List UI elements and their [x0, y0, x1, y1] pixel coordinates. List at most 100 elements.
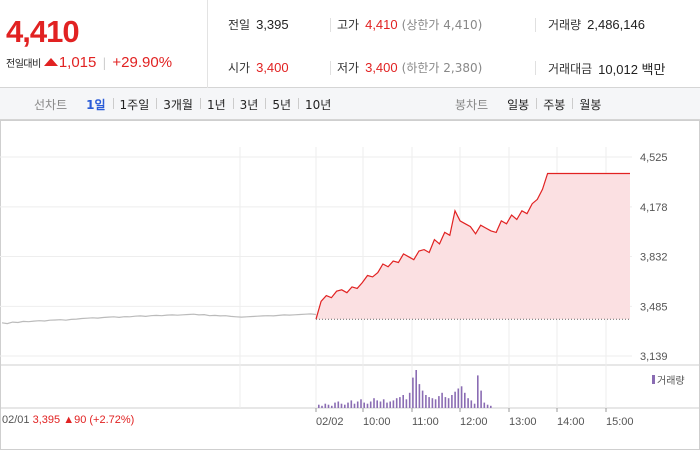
- stat-value: 3,400: [256, 60, 289, 75]
- candle-chart-tabs: 봉차트 일봉 주봉 월봉: [455, 88, 608, 120]
- x-tick-label: 13:00: [509, 416, 537, 428]
- stat-label: 시가: [228, 61, 251, 75]
- tab-daily[interactable]: 일봉: [507, 97, 530, 112]
- stat-prev-close: 전일 3,395: [228, 16, 289, 33]
- y-tick-label: 4,525: [640, 152, 668, 164]
- volume-bar: [444, 397, 447, 408]
- volume-bar: [392, 400, 395, 408]
- volume-bar: [490, 405, 492, 408]
- series-line-prev-day: [1, 313, 317, 325]
- volume-bar: [360, 399, 362, 408]
- volume-legend-swatch: [652, 375, 655, 384]
- volume-bar: [460, 386, 463, 408]
- x-tick-label: 14:00: [557, 416, 585, 428]
- series-area-today: [316, 173, 630, 320]
- volume-bar: [431, 398, 434, 408]
- divider: [535, 61, 536, 75]
- volume-bar: [418, 384, 421, 408]
- stat-label: 거래대금: [548, 62, 593, 76]
- tab-3y[interactable]: 3년: [232, 96, 266, 113]
- stock-summary: 4,410 전일대비 1,015 | +29.90% 전일 3,395 고가 4…: [0, 0, 700, 88]
- candle-chart-title: 봉차트: [455, 97, 489, 112]
- volume-bar: [473, 403, 476, 408]
- line-chart-tabs: 선차트 1일 1주일 3개월 1년 3년 5년 10년: [34, 88, 338, 120]
- stat-value: 3,395: [256, 17, 289, 32]
- prev-day-arrow-icon: ▲: [63, 414, 75, 426]
- stat-sub: (상한가 4,410): [401, 18, 483, 32]
- volume-bar: [337, 401, 340, 408]
- stat-value: 3,400: [365, 60, 398, 75]
- volume-bar: [438, 396, 440, 408]
- divider: [330, 18, 331, 32]
- volume-bar: [405, 399, 408, 408]
- y-tick-label: 3,832: [640, 252, 668, 264]
- current-price: 4,410: [6, 14, 80, 49]
- volume-bar: [428, 397, 430, 408]
- change-row: 전일대비 1,015 | +29.90%: [6, 54, 172, 71]
- prev-day-info: 02/01 3,395 ▲90 (+2.72%): [2, 414, 134, 426]
- series-line-today: [315, 172, 630, 320]
- stat-open: 시가 3,400: [228, 59, 289, 76]
- volume-bar: [382, 399, 385, 408]
- volume-bar: [441, 392, 443, 408]
- stat-label: 고가: [337, 18, 360, 32]
- tab-1y[interactable]: 1년: [199, 96, 233, 113]
- price-chart[interactable]: 4,525 4,178 3,832 3,485 3,139 02/02 10:00 11:00…: [0, 120, 700, 450]
- stat-volume: 거래량 2,486,146: [548, 16, 645, 33]
- tab-5y[interactable]: 5년: [265, 96, 298, 113]
- volume-bar: [389, 401, 391, 408]
- price-box: 4,410 전일대비 1,015 | +29.90%: [0, 0, 208, 88]
- volume-bar: [483, 402, 486, 408]
- volume-bar: [415, 370, 417, 408]
- volume-bar: [399, 397, 401, 408]
- volume-bar: [395, 398, 398, 408]
- volume-bar: [356, 401, 359, 408]
- prev-day-change: 90: [74, 414, 87, 426]
- stat-label: 거래량: [548, 18, 582, 32]
- volume-bar: [447, 398, 450, 408]
- tab-weekly[interactable]: 주봉: [536, 96, 572, 113]
- volume-bar: [421, 390, 424, 408]
- volume-bar: [477, 375, 479, 408]
- volume-bar: [457, 388, 460, 408]
- x-tick-label: 02/02: [316, 416, 344, 428]
- stat-label: 전일: [228, 18, 251, 32]
- tab-1d[interactable]: 1일: [86, 97, 106, 112]
- x-tick-label: 11:00: [412, 416, 439, 428]
- volume-legend-label: 거래량: [657, 376, 685, 387]
- tab-1w[interactable]: 1주일: [112, 96, 157, 113]
- volume-bar: [347, 402, 349, 408]
- volume-bar: [486, 404, 489, 408]
- y-tick-label: 4,178: [640, 202, 668, 214]
- volume-bar: [350, 400, 353, 408]
- stat-low: 저가 3,400 (하한가 2,380): [337, 59, 482, 76]
- tab-monthly[interactable]: 월봉: [572, 96, 608, 113]
- volume-bar: [408, 392, 411, 408]
- volume-bar: [434, 399, 437, 408]
- volume-bar: [363, 402, 365, 408]
- volume-bar: [334, 402, 336, 408]
- stat-amount: 거래대금 10,012 백만: [548, 59, 665, 78]
- volume-bar: [369, 401, 372, 408]
- volume-bar: [467, 398, 469, 408]
- x-tick-label: 10:00: [363, 416, 391, 428]
- volume-bar: [451, 395, 453, 408]
- volume-bar: [353, 403, 356, 408]
- tab-10y[interactable]: 10년: [298, 96, 338, 113]
- volume-bar: [366, 403, 369, 408]
- chart-tab-bar: 선차트 1일 1주일 3개월 1년 3년 5년 10년 봉차트 일봉 주봉 월봉: [0, 88, 700, 120]
- volume-bar: [376, 400, 378, 408]
- line-chart-title: 선차트: [34, 97, 68, 112]
- tab-3m[interactable]: 3개월: [156, 96, 200, 113]
- stat-value: 4,410: [365, 17, 398, 32]
- volume-bar: [412, 377, 414, 408]
- x-tick-label: 12:00: [460, 416, 488, 428]
- prev-day-pct: (+2.72%): [89, 414, 135, 426]
- volume-bar: [327, 404, 330, 408]
- y-tick-label: 3,139: [640, 351, 668, 363]
- volume-bar: [454, 391, 456, 408]
- volume-bar: [331, 405, 333, 408]
- divider: [535, 18, 536, 32]
- up-arrow-icon: [43, 57, 58, 66]
- volume-bar: [344, 404, 346, 408]
